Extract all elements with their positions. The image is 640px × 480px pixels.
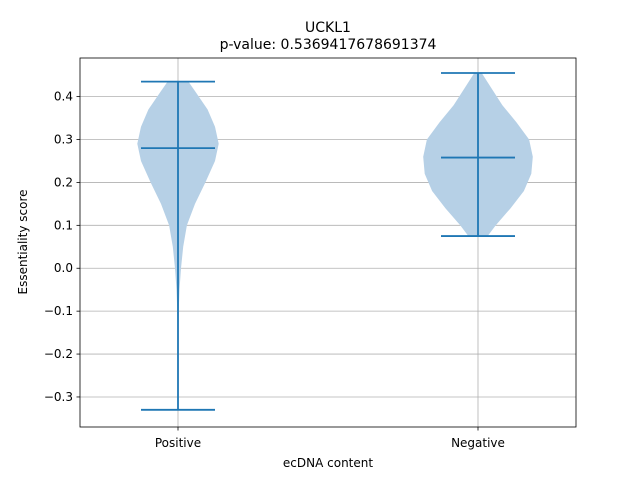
violin-layer xyxy=(137,72,533,411)
plot-frame xyxy=(79,57,577,428)
y-tick-label: −0.2 xyxy=(44,347,73,361)
y-tick-label: 0.0 xyxy=(54,261,73,275)
x-tick-label: Negative xyxy=(451,436,505,450)
chart-subtitle: p-value: 0.5369417678691374 xyxy=(220,37,437,53)
y-tick-label: 0.1 xyxy=(54,218,73,232)
axes-layer xyxy=(79,57,577,428)
y-tick-label: 0.2 xyxy=(54,175,73,189)
y-tick-label: −0.1 xyxy=(44,304,73,318)
tick-layer: −0.3 −0.2 −0.1 0.0 0.1 0.2 0.3 0.4 Positive Negat… xyxy=(44,90,505,450)
y-tick-label: 0.3 xyxy=(54,133,73,147)
y-axis-label: Essentiality score xyxy=(16,190,30,295)
y-tick-label: 0.4 xyxy=(54,90,73,104)
chart-title: UCKL1 xyxy=(305,20,351,36)
x-tick-label: Positive xyxy=(155,436,201,450)
y-tick-label: −0.3 xyxy=(44,390,73,404)
x-axis-label: ecDNA content xyxy=(283,456,373,470)
